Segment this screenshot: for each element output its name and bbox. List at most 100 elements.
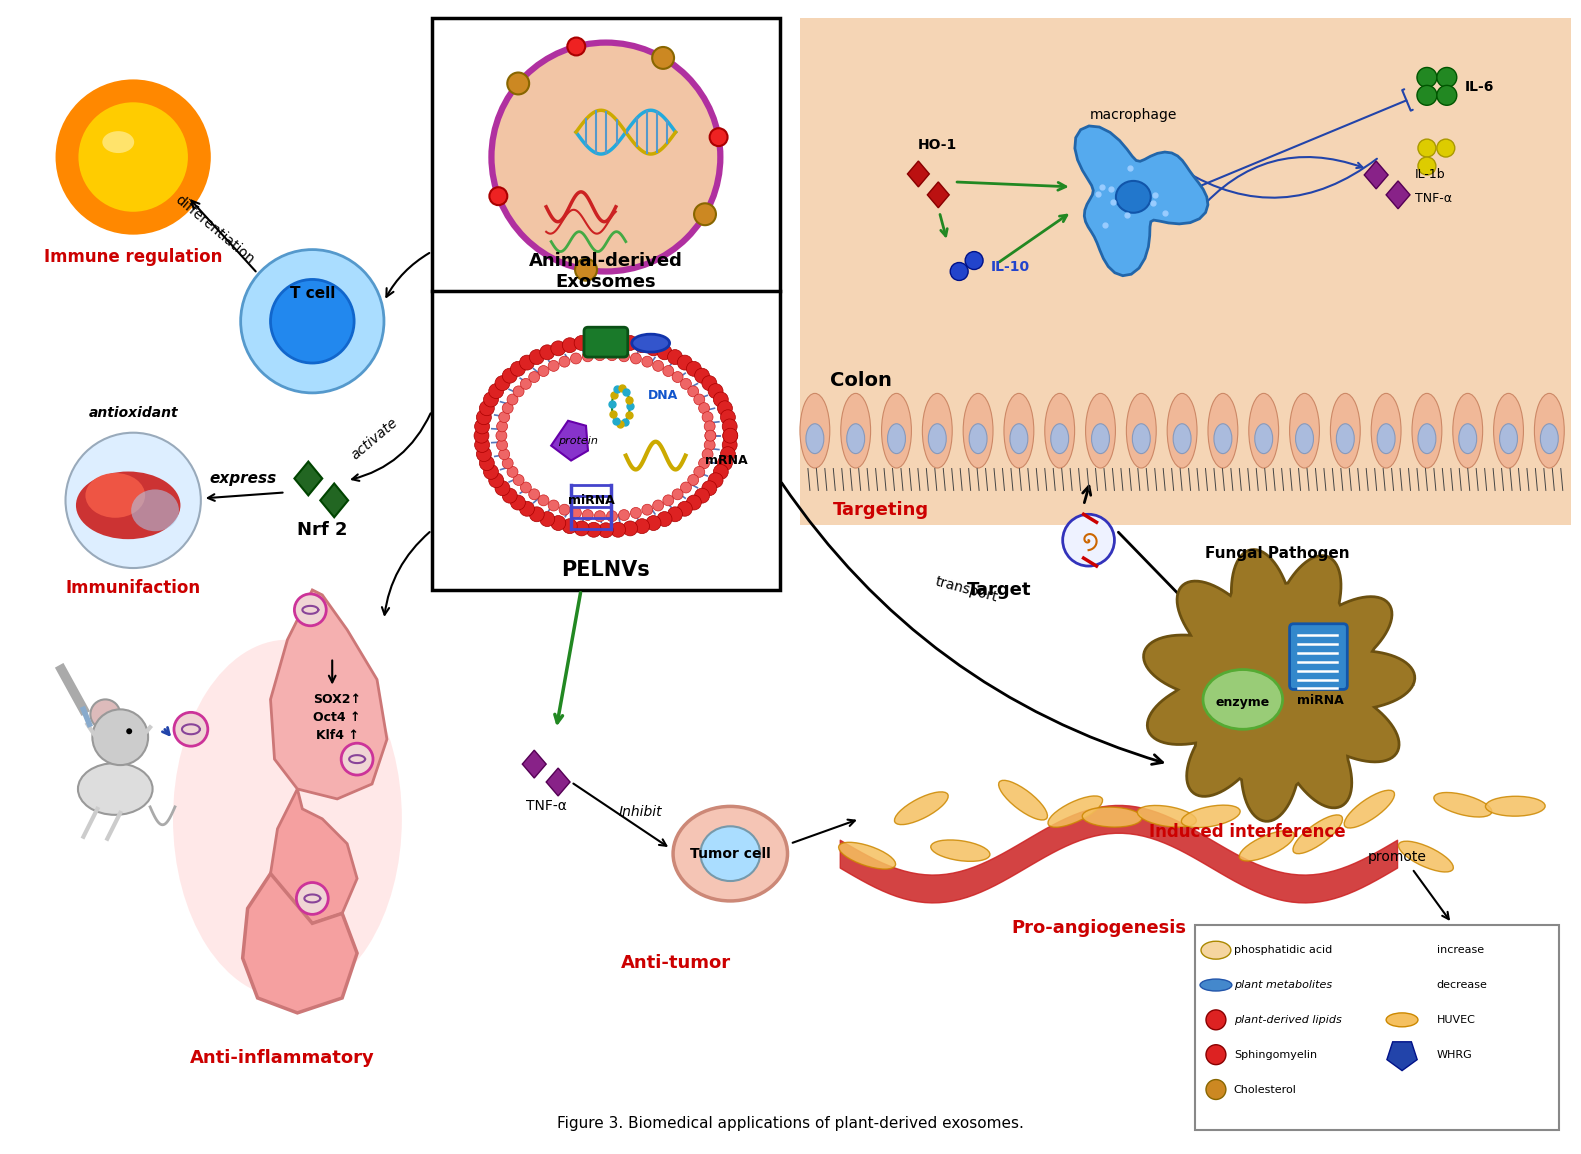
Circle shape (563, 518, 577, 533)
Polygon shape (242, 874, 357, 1013)
Text: Inhibit: Inhibit (618, 804, 662, 819)
Text: Immune regulation: Immune regulation (44, 248, 223, 265)
Circle shape (520, 501, 534, 516)
Text: Induced interference: Induced interference (1149, 823, 1345, 841)
Circle shape (653, 47, 674, 69)
Ellipse shape (1116, 181, 1151, 212)
Ellipse shape (1083, 807, 1141, 827)
Circle shape (563, 338, 577, 353)
Ellipse shape (1459, 424, 1477, 454)
Circle shape (538, 366, 549, 376)
Circle shape (694, 488, 710, 503)
Text: Nrf 2: Nrf 2 (297, 522, 348, 539)
Text: Oct4 ↑: Oct4 ↑ (313, 711, 360, 724)
Circle shape (708, 383, 723, 398)
Ellipse shape (841, 394, 871, 469)
Circle shape (610, 523, 626, 538)
Circle shape (662, 495, 674, 505)
Ellipse shape (1344, 790, 1394, 829)
Ellipse shape (999, 780, 1048, 820)
Ellipse shape (1167, 394, 1197, 469)
Ellipse shape (1453, 394, 1483, 469)
Circle shape (528, 489, 539, 500)
Circle shape (599, 523, 613, 538)
Circle shape (634, 338, 650, 353)
Circle shape (174, 712, 207, 747)
Circle shape (610, 335, 626, 349)
Circle shape (476, 447, 492, 462)
Ellipse shape (1499, 424, 1518, 454)
Polygon shape (321, 484, 348, 517)
Text: HO-1: HO-1 (917, 138, 957, 152)
Text: Target: Target (966, 580, 1031, 599)
Circle shape (672, 372, 683, 382)
Text: differentiation: differentiation (172, 193, 258, 267)
Ellipse shape (1412, 394, 1442, 469)
Circle shape (718, 400, 732, 415)
Polygon shape (552, 421, 588, 460)
Ellipse shape (1293, 815, 1342, 854)
Text: Immunifaction: Immunifaction (66, 579, 201, 597)
Circle shape (702, 412, 713, 422)
Ellipse shape (1051, 424, 1069, 454)
Ellipse shape (882, 394, 911, 469)
Circle shape (582, 510, 593, 520)
Circle shape (688, 385, 699, 397)
Circle shape (479, 456, 495, 471)
Circle shape (474, 437, 490, 452)
Ellipse shape (700, 826, 760, 881)
Ellipse shape (963, 394, 993, 469)
Circle shape (296, 883, 329, 914)
Circle shape (688, 474, 699, 486)
Circle shape (699, 403, 710, 413)
Circle shape (503, 403, 514, 413)
Circle shape (489, 473, 504, 488)
Circle shape (520, 482, 531, 493)
Ellipse shape (1091, 424, 1110, 454)
Circle shape (508, 73, 530, 95)
Circle shape (538, 495, 549, 505)
Text: express: express (209, 471, 277, 486)
Circle shape (476, 410, 492, 425)
Circle shape (653, 500, 664, 511)
Ellipse shape (1010, 424, 1028, 454)
Circle shape (723, 428, 738, 443)
Ellipse shape (1214, 424, 1232, 454)
Circle shape (490, 187, 508, 205)
Text: plant-derived lipids: plant-derived lipids (1233, 1014, 1342, 1025)
Circle shape (721, 410, 735, 425)
Text: IL-6: IL-6 (1464, 81, 1494, 95)
Ellipse shape (131, 489, 179, 531)
Circle shape (496, 430, 508, 441)
Text: Anti-tumor: Anti-tumor (620, 954, 730, 972)
Text: Sphingomyelin: Sphingomyelin (1233, 1050, 1317, 1059)
Circle shape (694, 466, 705, 478)
Circle shape (530, 350, 544, 365)
Circle shape (607, 511, 618, 522)
Ellipse shape (103, 132, 134, 153)
Circle shape (658, 345, 672, 360)
Text: decrease: decrease (1437, 980, 1488, 990)
Circle shape (240, 249, 384, 392)
Circle shape (520, 355, 534, 370)
Circle shape (1206, 1010, 1225, 1029)
Circle shape (599, 334, 613, 349)
Circle shape (484, 464, 498, 479)
Text: Klf4 ↑: Klf4 ↑ (316, 728, 359, 742)
Polygon shape (1387, 1042, 1417, 1071)
Circle shape (571, 353, 582, 364)
Ellipse shape (1535, 394, 1564, 469)
Text: mRNA: mRNA (705, 454, 748, 467)
Text: T cell: T cell (289, 286, 335, 301)
Circle shape (694, 203, 716, 225)
Circle shape (79, 103, 188, 212)
Ellipse shape (1126, 394, 1156, 469)
Ellipse shape (1399, 841, 1453, 872)
Ellipse shape (1048, 796, 1102, 827)
Circle shape (539, 345, 555, 360)
FancyBboxPatch shape (432, 17, 779, 590)
Ellipse shape (1240, 831, 1295, 861)
Circle shape (677, 355, 692, 370)
Ellipse shape (969, 424, 987, 454)
Ellipse shape (1208, 394, 1238, 469)
